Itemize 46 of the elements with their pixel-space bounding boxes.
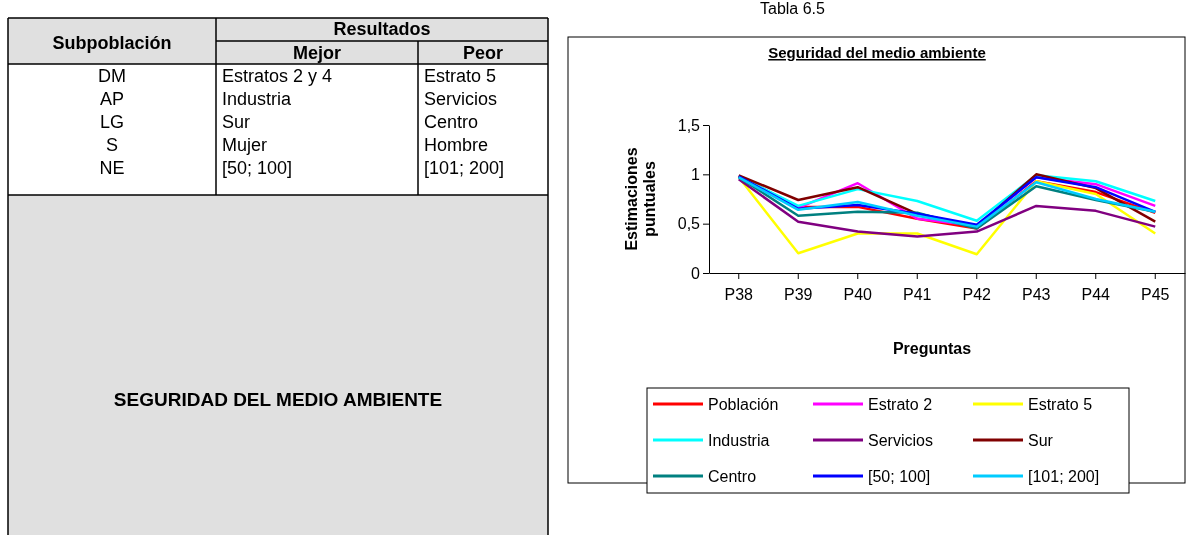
text: Sur — [222, 112, 251, 132]
y-tick-label: 0 — [691, 264, 701, 282]
text: Peor — [462, 43, 504, 63]
x-tick-label: P43 — [1022, 285, 1051, 303]
text: [50; 100] — [222, 158, 293, 178]
legend-label: Industria — [708, 432, 770, 449]
text: DM — [98, 66, 126, 86]
text: [101; 200] — [424, 158, 505, 178]
legend-label: Servicios — [868, 432, 933, 449]
line-series — [737, 178, 1157, 238]
legend-label: [50; 100] — [868, 468, 931, 485]
x-tick-label: P42 — [962, 285, 992, 303]
text: SEGURIDAD DEL MEDIO AMBIENTE — [113, 389, 443, 410]
text: Mujer — [222, 135, 268, 155]
y-tick-label: 1,5 — [677, 116, 701, 134]
legend-label: Sur — [1028, 432, 1054, 449]
y-axis-title: Estimaciones puntuales — [623, 147, 659, 251]
text: Mejor — [292, 43, 342, 63]
text: Tabla 6.5 — [760, 0, 826, 17]
text: NE — [99, 158, 125, 178]
x-tick-label: P45 — [1141, 285, 1170, 303]
text: Industria — [222, 89, 293, 109]
text: Servicios — [424, 89, 498, 109]
legend-label: [101; 200] — [1028, 468, 1100, 485]
text: S — [105, 135, 119, 155]
y-tick-label: 0,5 — [677, 215, 701, 233]
text: Centro — [424, 112, 479, 132]
x-tick-label: P38 — [724, 285, 754, 303]
chart-title: Seguridad del medio ambiente — [768, 44, 986, 61]
text: Estratos 2 y 4 — [222, 66, 333, 86]
x-tick-label: P44 — [1081, 285, 1111, 303]
legend-label: Población — [708, 396, 779, 413]
x-axis-title: Preguntas — [892, 340, 972, 357]
text: Subpoblación — [52, 33, 172, 53]
x-tick-label: P40 — [843, 285, 873, 303]
x-tick-label: P41 — [903, 285, 932, 303]
text: Hombre — [424, 135, 489, 155]
legend-label: Estrato 2 — [868, 396, 933, 413]
text: Estrato 5 — [424, 66, 497, 86]
x-tick-label: P39 — [784, 285, 813, 303]
text: LG — [99, 112, 125, 132]
text: Resultados — [333, 19, 431, 39]
text: AP — [99, 89, 125, 109]
legend-label: Centro — [708, 468, 757, 485]
y-tick-label: 1 — [691, 165, 701, 183]
legend-label: Estrato 5 — [1028, 396, 1093, 413]
